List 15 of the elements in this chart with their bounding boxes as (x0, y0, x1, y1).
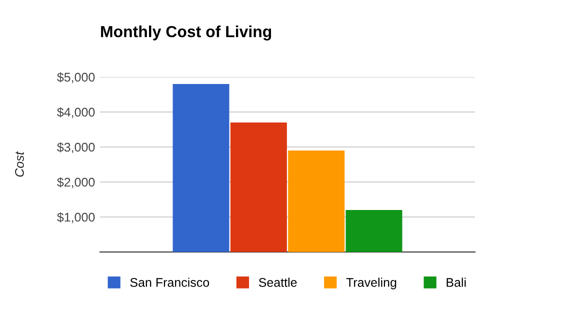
bar (172, 84, 230, 252)
legend-label: Traveling (346, 278, 396, 290)
legend-label: Seattle (258, 278, 297, 287)
bar (346, 210, 402, 252)
legend-label: San Francisco (130, 278, 210, 287)
y-tick-label: $3,000 (57, 142, 95, 154)
legend-label: Bali (446, 278, 466, 287)
y-axis-title: Cost (15, 151, 24, 177)
y-tick-label: $4,000 (57, 107, 95, 118)
bar (230, 122, 287, 252)
bar (288, 150, 345, 252)
y-tick-label: $5,000 (57, 72, 95, 84)
chart-title: Monthly Cost of Living (101, 26, 272, 40)
y-tick-label: $1,000 (57, 212, 95, 224)
y-tick-label: $2,000 (57, 177, 95, 188)
